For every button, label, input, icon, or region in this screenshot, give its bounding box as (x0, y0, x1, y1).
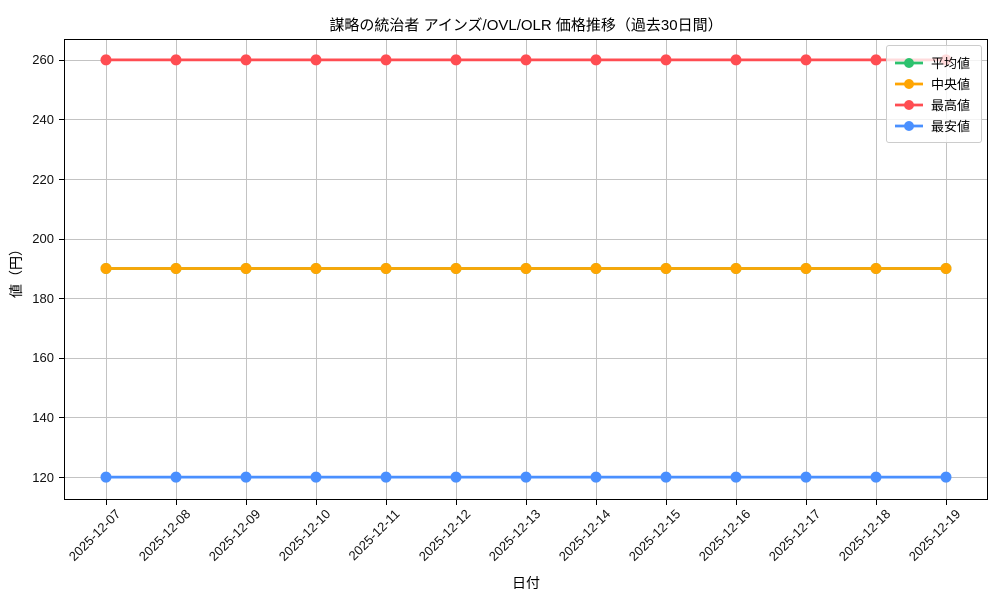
series-marker-最高値 (380, 54, 392, 66)
series-marker-最高値 (590, 54, 602, 66)
plot-frame (64, 39, 988, 500)
series-marker-最安値 (660, 471, 672, 483)
series-marker-最安値 (940, 471, 952, 483)
series-marker-最安値 (450, 471, 462, 483)
series-marker-中央値 (170, 263, 182, 274)
series-marker-最安値 (380, 471, 392, 483)
series-marker-中央値 (660, 263, 672, 274)
series-marker-最高値 (520, 54, 532, 66)
series-marker-中央値 (100, 263, 112, 274)
legend-line-marker-icon (895, 57, 923, 68)
legend-label: 最安値 (931, 119, 971, 134)
legend-line-marker-icon (895, 78, 923, 89)
legend-entry-平均値: 平均値 (894, 52, 973, 73)
y-tick-label: 260 (32, 52, 54, 68)
x-axis-label: 日付 (512, 575, 540, 591)
series-marker-中央値 (730, 263, 742, 274)
legend-entry-最高値: 最高値 (894, 94, 973, 115)
y-tick-label: 240 (32, 111, 54, 127)
legend-line-marker-icon (895, 99, 923, 110)
y-tick-label: 160 (32, 350, 54, 366)
series-marker-中央値 (940, 263, 952, 274)
series-marker-中央値 (520, 263, 532, 274)
series-marker-中央値 (870, 263, 882, 274)
y-tick-label: 220 (32, 171, 54, 187)
legend: 平均値中央値最高値最安値 (886, 45, 982, 143)
y-tick-label: 140 (32, 409, 54, 425)
series-marker-最安値 (520, 471, 532, 483)
series-marker-最安値 (730, 471, 742, 483)
series-marker-中央値 (310, 263, 322, 274)
series-marker-最安値 (800, 471, 812, 483)
series-marker-中央値 (380, 263, 392, 274)
series-marker-最安値 (100, 471, 112, 483)
y-axis-label: 値（円） (8, 242, 24, 298)
legend-label: 最高値 (931, 98, 971, 113)
y-tick-label: 200 (32, 231, 54, 247)
chart-title: 謀略の統治者 アインズ/OVL/OLR 価格推移（過去30日間） (329, 17, 723, 34)
series-marker-最高値 (870, 54, 882, 66)
y-tick-label: 120 (32, 469, 54, 485)
series-marker-最高値 (730, 54, 742, 66)
legend-label: 平均値 (931, 56, 971, 71)
series-marker-最安値 (170, 471, 182, 483)
series-marker-最安値 (240, 471, 252, 483)
series-marker-最安値 (310, 471, 322, 483)
series-marker-最高値 (170, 54, 182, 66)
series-marker-最高値 (240, 54, 252, 66)
series-marker-最高値 (660, 54, 672, 66)
series-marker-最高値 (450, 54, 462, 66)
y-tick-label: 180 (32, 290, 54, 306)
legend-label: 中央値 (931, 77, 971, 92)
series-marker-最高値 (800, 54, 812, 66)
series-marker-最高値 (100, 54, 112, 66)
series-marker-中央値 (450, 263, 462, 274)
series-marker-中央値 (590, 263, 602, 274)
series-marker-中央値 (800, 263, 812, 274)
series-marker-最安値 (870, 471, 882, 483)
legend-entry-最安値: 最安値 (894, 115, 973, 136)
series-marker-最安値 (590, 471, 602, 483)
series-marker-中央値 (240, 263, 252, 274)
legend-line-marker-icon (895, 120, 923, 131)
series-marker-最高値 (310, 54, 322, 66)
legend-entry-中央値: 中央値 (894, 73, 973, 94)
